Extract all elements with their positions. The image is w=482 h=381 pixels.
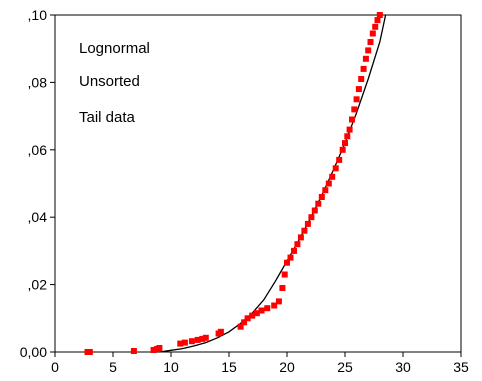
x-tick-label: 20 [279, 359, 295, 375]
x-tick-label: 30 [395, 359, 411, 375]
lognormal-curve-layer [159, 14, 387, 353]
data-point [241, 319, 248, 326]
data-point [318, 194, 325, 200]
data-point [355, 86, 362, 93]
data-point [199, 335, 206, 342]
plot-frame [54, 14, 462, 353]
data-point [372, 23, 379, 30]
data-point [325, 180, 332, 187]
data-point [336, 156, 343, 163]
data-point [177, 340, 184, 347]
data-point [339, 146, 346, 153]
x-tick-label: 15 [221, 359, 237, 375]
data-point [130, 348, 137, 354]
data-point [271, 302, 278, 309]
data-point [156, 345, 163, 351]
data-point [287, 254, 294, 261]
x-tick-label: 10 [163, 359, 179, 375]
data-point [188, 338, 195, 345]
data-point [374, 17, 381, 24]
y-tick-label: ,02 [28, 277, 48, 293]
data-point [301, 227, 308, 234]
data-point [376, 12, 383, 18]
y-axis: 0,00 ,02 ,04 ,06 ,08 ,10 [20, 7, 55, 360]
x-tick-label: 5 [109, 359, 117, 375]
data-point [308, 214, 315, 221]
annotation-data-subset: Tail data [79, 109, 136, 126]
data-point [322, 187, 329, 194]
data-point [202, 334, 209, 341]
data-point [362, 55, 369, 62]
data-point [342, 140, 348, 147]
tail-data-points [84, 12, 383, 355]
data-point [351, 106, 358, 113]
annotation-block: Lognormal Unsorted Tail data [79, 40, 150, 126]
data-point [294, 241, 301, 248]
y-tick-label: 0,00 [20, 344, 47, 360]
annotation-sorting: Unsorted [79, 73, 140, 90]
data-point [311, 207, 318, 214]
data-point [353, 96, 360, 103]
x-tick-label: 0 [51, 359, 59, 375]
data-point [244, 315, 251, 322]
data-point [360, 65, 367, 72]
data-point [349, 116, 355, 123]
y-tick-label: ,06 [28, 142, 48, 158]
data-point [217, 328, 224, 335]
data-point [237, 323, 244, 330]
data-point [332, 165, 339, 172]
data-point [358, 76, 365, 82]
data-point [367, 39, 374, 45]
y-tick-label: ,10 [28, 7, 48, 23]
data-point [253, 310, 260, 317]
data-point [249, 312, 256, 319]
x-axis: 0 5 10 15 20 25 30 35 [51, 352, 469, 375]
data-point [304, 220, 311, 227]
data-point [365, 47, 372, 54]
data-point [194, 336, 201, 343]
data-point [329, 173, 336, 180]
data-point [258, 307, 265, 314]
annotation-distribution: Lognormal [79, 40, 150, 57]
data-point [297, 234, 304, 241]
data-point [281, 271, 288, 278]
data-point [369, 30, 376, 37]
data-point [291, 247, 297, 254]
y-tick-label: ,04 [28, 209, 48, 225]
data-point [86, 349, 93, 355]
x-tick-label: 35 [453, 359, 469, 375]
lognormal-curve [159, 14, 387, 353]
x-tick-label: 25 [337, 359, 353, 375]
data-point [181, 339, 188, 346]
data-point [346, 126, 353, 133]
data-point [275, 298, 282, 305]
data-point [150, 347, 157, 353]
data-point [264, 305, 271, 312]
y-tick-label: ,08 [28, 74, 48, 90]
data-point [284, 259, 290, 266]
data-point [279, 285, 286, 291]
data-point [344, 133, 351, 140]
data-point [315, 200, 322, 207]
